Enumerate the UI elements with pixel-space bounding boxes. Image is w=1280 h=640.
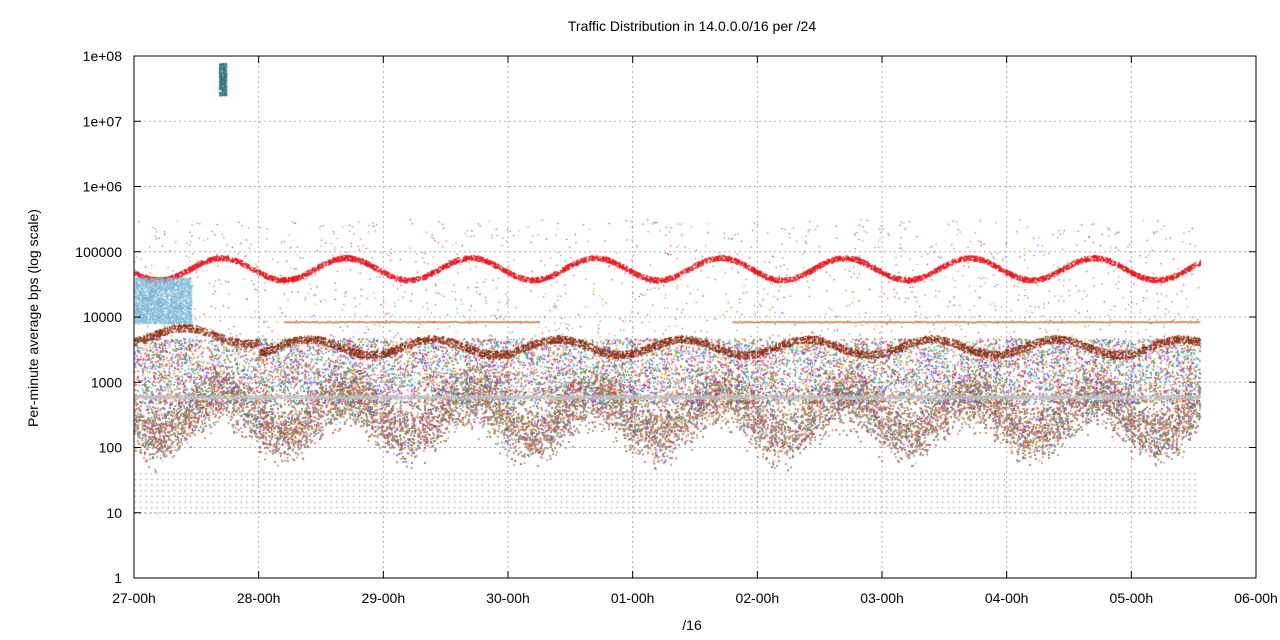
scatter-points <box>134 56 1256 578</box>
x-tick-label: 01-00h <box>611 590 655 606</box>
y-axis-label: Per-minute average bps (log scale) <box>25 209 41 427</box>
x-tick-label: 28-00h <box>237 590 281 606</box>
y-tick-label: 1e+08 <box>83 48 123 64</box>
x-tick-label: 04-00h <box>985 590 1029 606</box>
chart-title: Traffic Distribution in 14.0.0.0/16 per … <box>568 18 816 34</box>
y-tick-label: 1 <box>114 570 122 586</box>
y-tick-label: 100000 <box>75 244 122 260</box>
axis-ticks: 1 10 100 1000 10000 100000 1e+06 1e+07 1e+08 27-0… <box>75 48 1278 606</box>
x-tick-label: 30-00h <box>486 590 530 606</box>
x-tick-label: 06-00h <box>1234 590 1278 606</box>
x-tick-label: 05-00h <box>1110 590 1154 606</box>
y-tick-label: 1e+07 <box>83 113 123 129</box>
x-axis-label: /16 <box>682 617 702 633</box>
y-tick-label: 10000 <box>83 309 122 325</box>
y-tick-label: 10 <box>106 505 122 521</box>
y-tick-label: 1000 <box>91 374 122 390</box>
x-tick-label: 29-00h <box>362 590 406 606</box>
data-points <box>134 56 1256 578</box>
y-tick-label: 1e+06 <box>83 179 123 195</box>
y-tick-label: 100 <box>99 440 123 456</box>
x-tick-label: 03-00h <box>860 590 904 606</box>
x-tick-label: 27-00h <box>112 590 156 606</box>
x-tick-label: 02-00h <box>736 590 780 606</box>
